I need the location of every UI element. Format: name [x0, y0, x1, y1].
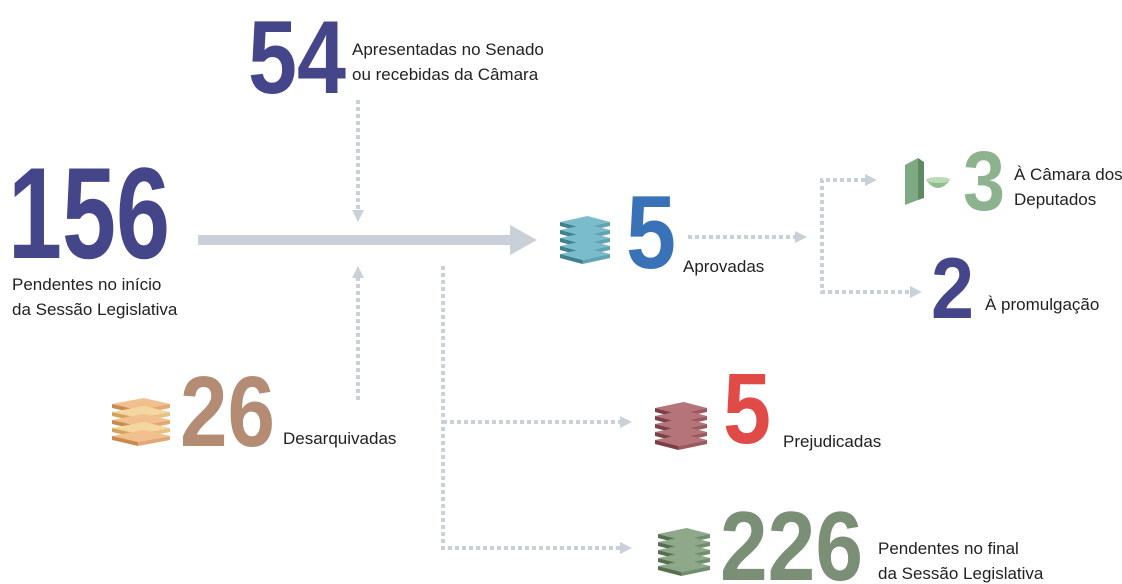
connectors [198, 100, 922, 554]
book [658, 536, 710, 548]
arrow-head [620, 416, 632, 428]
label: Pendentes no final [878, 539, 1019, 558]
book-side [655, 440, 679, 450]
number: 5 [626, 175, 676, 291]
label: da Sessão Legislativa [878, 564, 1044, 583]
label: ou recebidas da Câmara [352, 65, 539, 84]
book [658, 528, 710, 540]
label: Pendentes no início [12, 275, 161, 294]
number: 3 [963, 134, 1005, 228]
book [655, 418, 707, 430]
arrow-head [865, 174, 877, 186]
label: À promulgação [985, 295, 1099, 314]
book [112, 398, 170, 410]
book [560, 240, 610, 252]
arrow-head [352, 266, 364, 278]
book [560, 248, 610, 260]
book [658, 560, 710, 572]
book-stack-icon [112, 398, 170, 446]
dotted-line [441, 266, 620, 550]
book-stack-icon [560, 216, 610, 264]
arrow-head [352, 210, 364, 222]
number: 2 [931, 241, 974, 337]
book [560, 232, 610, 244]
book-stack-icon [655, 402, 707, 450]
book-side [112, 436, 139, 446]
arrow-head [795, 231, 807, 243]
book [112, 430, 170, 442]
label: Deputados [1014, 190, 1096, 209]
number: 226 [720, 491, 863, 584]
number: 156 [8, 140, 170, 286]
book [658, 552, 710, 564]
book-side [658, 566, 682, 576]
chamber-icon [905, 158, 950, 205]
book-side [138, 436, 170, 446]
book-stack-icon [658, 528, 710, 576]
book [112, 422, 170, 434]
number: 54 [248, 0, 346, 116]
number: 5 [723, 353, 771, 465]
book [112, 414, 170, 426]
dotted-line [820, 178, 910, 294]
book-side [678, 440, 707, 450]
label: Aprovadas [683, 257, 764, 276]
label: Prejudicadas [783, 432, 881, 451]
label: À Câmara dos [1014, 165, 1122, 184]
label: da Sessão Legislativa [12, 300, 178, 319]
book [112, 406, 170, 418]
arrow-head [910, 286, 922, 298]
book [655, 402, 707, 414]
number: 26 [180, 356, 275, 468]
book [658, 544, 710, 556]
book-side [582, 254, 610, 264]
label: Apresentadas no Senado [352, 40, 544, 59]
book [655, 434, 707, 446]
book [560, 224, 610, 236]
book [655, 410, 707, 422]
book-side [681, 566, 710, 576]
book-side [560, 254, 583, 264]
label: Desarquivadas [283, 429, 396, 448]
arrow-head [620, 542, 632, 554]
arrow-head [510, 225, 537, 255]
book [560, 216, 610, 228]
book [655, 426, 707, 438]
